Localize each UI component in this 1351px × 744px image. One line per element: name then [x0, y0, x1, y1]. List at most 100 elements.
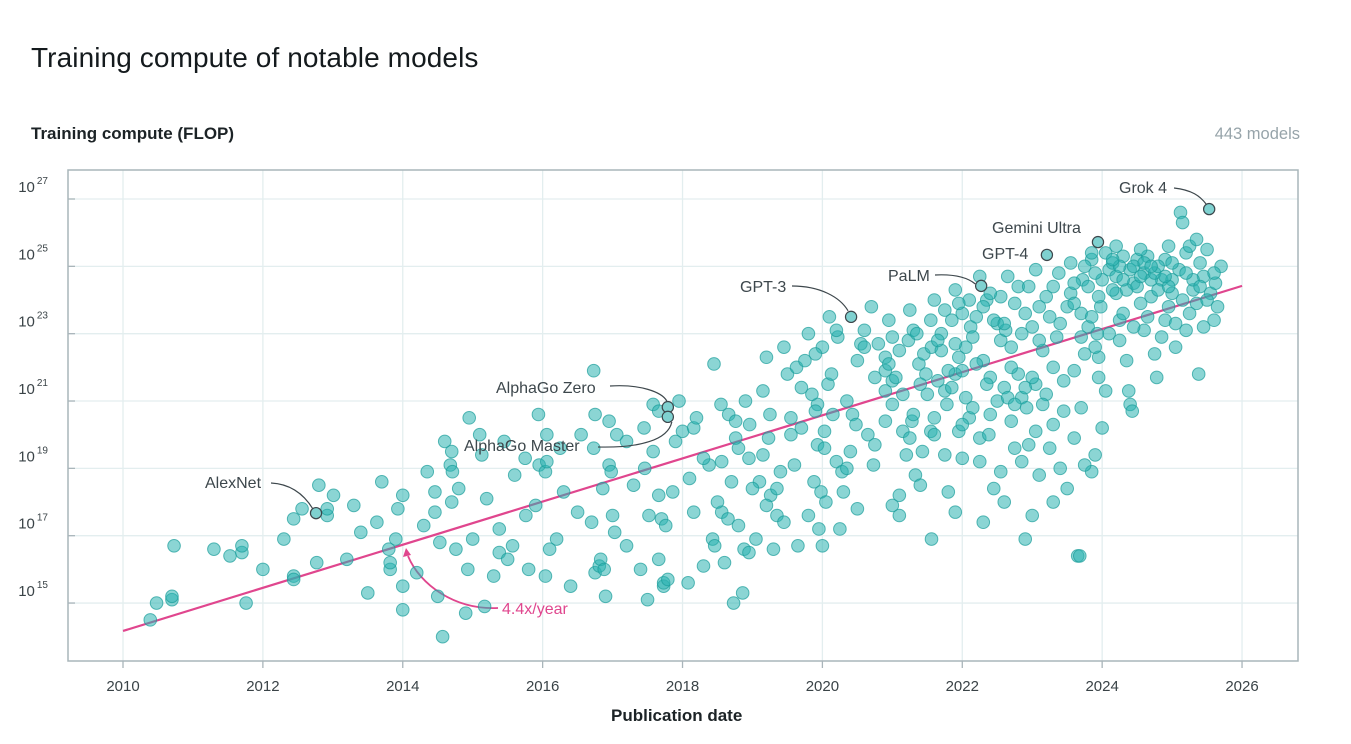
data-point[interactable]	[461, 562, 475, 577]
data-point[interactable]	[167, 539, 181, 553]
data-point[interactable]	[777, 340, 791, 354]
data-point[interactable]	[878, 414, 893, 429]
data-point[interactable]	[1004, 360, 1019, 375]
data-point[interactable]	[444, 444, 459, 459]
data-point[interactable]	[937, 303, 952, 317]
data-point[interactable]	[791, 539, 805, 553]
data-point[interactable]	[239, 596, 253, 610]
data-point[interactable]	[1158, 269, 1172, 284]
data-point[interactable]	[353, 525, 368, 540]
data-point[interactable]	[742, 451, 756, 466]
data-point[interactable]	[1077, 458, 1092, 472]
data-point[interactable]	[749, 532, 763, 546]
data-point[interactable]	[286, 512, 301, 526]
data-point[interactable]	[843, 444, 858, 459]
data-point[interactable]	[542, 542, 557, 556]
data-point[interactable]	[1046, 360, 1061, 375]
data-point[interactable]	[1077, 347, 1092, 361]
data-point[interactable]	[976, 299, 991, 314]
data-point[interactable]	[1084, 310, 1099, 324]
data-point[interactable]	[633, 562, 648, 577]
data-point[interactable]	[948, 336, 963, 351]
data-point[interactable]	[395, 579, 410, 594]
data-point[interactable]	[735, 586, 750, 600]
data-point[interactable]	[726, 596, 741, 610]
data-point[interactable]	[1119, 353, 1134, 368]
data-point[interactable]	[787, 458, 802, 472]
data-point[interactable]	[1084, 246, 1099, 260]
data-point[interactable]	[742, 545, 756, 560]
data-point[interactable]	[763, 407, 777, 422]
data-point[interactable]	[1147, 347, 1162, 361]
data-point[interactable]	[1056, 404, 1071, 418]
data-point[interactable]	[598, 589, 613, 604]
data-point[interactable]	[1154, 330, 1169, 344]
data-point[interactable]	[637, 461, 652, 476]
highlight-point-gemini-ultra[interactable]	[1091, 235, 1105, 249]
data-point[interactable]	[668, 434, 683, 449]
data-point[interactable]	[849, 417, 863, 432]
data-point[interactable]	[360, 586, 375, 600]
data-point[interactable]	[665, 485, 680, 499]
data-point[interactable]	[836, 485, 851, 499]
data-point[interactable]	[983, 407, 998, 422]
data-point[interactable]	[817, 424, 832, 439]
data-point[interactable]	[1191, 367, 1206, 381]
data-point[interactable]	[428, 505, 442, 519]
data-point[interactable]	[1051, 266, 1066, 280]
data-point[interactable]	[458, 606, 473, 620]
data-point[interactable]	[997, 495, 1012, 509]
data-point[interactable]	[437, 434, 452, 449]
data-point[interactable]	[563, 579, 578, 594]
data-point[interactable]	[492, 522, 507, 536]
data-point[interactable]	[896, 387, 910, 402]
data-point[interactable]	[1042, 441, 1057, 455]
data-point[interactable]	[815, 539, 830, 553]
data-point[interactable]	[731, 518, 746, 533]
data-point[interactable]	[1019, 400, 1034, 415]
data-point[interactable]	[857, 323, 872, 338]
data-point[interactable]	[235, 539, 249, 553]
data-point[interactable]	[1165, 256, 1179, 270]
data-point[interactable]	[1168, 340, 1183, 354]
data-point[interactable]	[586, 441, 601, 455]
data-point[interactable]	[801, 326, 816, 341]
data-point[interactable]	[256, 562, 270, 577]
data-point[interactable]	[642, 508, 656, 523]
data-point[interactable]	[556, 485, 571, 499]
data-point[interactable]	[997, 316, 1012, 331]
data-point[interactable]	[1056, 374, 1071, 388]
data-point[interactable]	[540, 427, 554, 442]
data-point[interactable]	[1088, 266, 1102, 280]
data-point[interactable]	[444, 495, 459, 509]
data-point[interactable]	[1210, 299, 1225, 314]
data-point[interactable]	[326, 488, 341, 503]
data-point[interactable]	[1007, 397, 1022, 412]
highlight-point-gpt-4[interactable]	[1040, 248, 1054, 262]
data-point[interactable]	[979, 377, 994, 391]
data-point[interactable]	[1121, 384, 1136, 398]
data-point[interactable]	[672, 394, 686, 408]
data-point[interactable]	[1095, 421, 1109, 435]
highlight-point-alphago-master[interactable]	[661, 410, 675, 424]
data-point[interactable]	[497, 434, 511, 449]
data-point[interactable]	[798, 353, 812, 368]
data-point[interactable]	[777, 515, 791, 530]
data-point[interactable]	[805, 387, 819, 402]
data-point[interactable]	[857, 340, 872, 354]
data-point[interactable]	[868, 437, 882, 452]
data-point[interactable]	[826, 407, 840, 422]
data-point[interactable]	[1028, 262, 1043, 277]
data-point[interactable]	[474, 448, 489, 462]
data-point[interactable]	[374, 475, 389, 489]
data-point[interactable]	[817, 441, 832, 455]
data-point[interactable]	[646, 444, 660, 459]
data-point[interactable]	[1179, 323, 1193, 338]
data-point[interactable]	[710, 495, 725, 509]
data-point[interactable]	[794, 421, 809, 435]
data-point[interactable]	[1067, 431, 1081, 445]
data-point[interactable]	[584, 515, 599, 530]
data-point[interactable]	[391, 501, 405, 516]
data-point[interactable]	[465, 532, 480, 546]
data-point[interactable]	[840, 461, 854, 476]
